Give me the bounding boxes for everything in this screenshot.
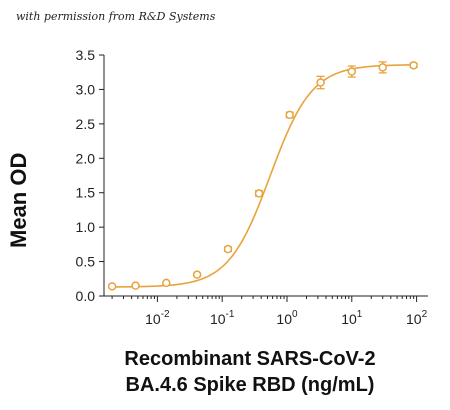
x-tick-label: 100: [276, 309, 298, 327]
fit-curve: [112, 64, 417, 288]
y-tick-label: 1.0: [76, 219, 96, 235]
y-tick-label: 2.0: [76, 150, 96, 166]
y-tick-label: 0.5: [76, 254, 96, 270]
data-point: [409, 61, 418, 70]
y-tick-label: 3.0: [76, 81, 96, 97]
y-tick-label: 2.5: [76, 116, 96, 132]
data-point: [285, 110, 294, 120]
data-point: [347, 67, 357, 76]
data-point: [223, 244, 233, 254]
data-point: [378, 63, 387, 72]
data-point: [161, 278, 171, 288]
fit-curve-path: [112, 64, 417, 288]
y-axis: 0.0 0.5 1.0 1.5 2.0 2.5 3.0 3.5: [76, 47, 105, 304]
y-tick-label: 0.0: [76, 288, 96, 304]
x-tick-label: 102: [406, 309, 428, 327]
data-point: [107, 282, 117, 291]
data-point: [131, 281, 140, 290]
y-tick-label: 3.5: [76, 47, 96, 63]
x-axis-label: Recombinant SARS-CoV-2 BA.4.6 Spike RBD …: [60, 346, 440, 398]
x-tick-label: 10-1: [210, 309, 235, 327]
data-point: [254, 189, 264, 198]
permission-watermark: with permission from R&D Systems: [16, 10, 216, 23]
x-tick-label: 10-2: [145, 309, 170, 327]
data-point: [316, 78, 325, 87]
y-tick-label: 1.5: [76, 185, 96, 201]
y-axis-label: Mean OD: [6, 152, 31, 248]
x-tick-label: 101: [341, 309, 363, 327]
x-axis-label-line1: Recombinant SARS-CoV-2: [124, 348, 376, 370]
x-axis: 10-2 10-1 100 101 102: [104, 295, 428, 327]
x-axis-label-line2: BA.4.6 Spike RBD (ng/mL): [125, 374, 375, 396]
data-points: [107, 61, 418, 291]
data-point: [192, 270, 202, 279]
